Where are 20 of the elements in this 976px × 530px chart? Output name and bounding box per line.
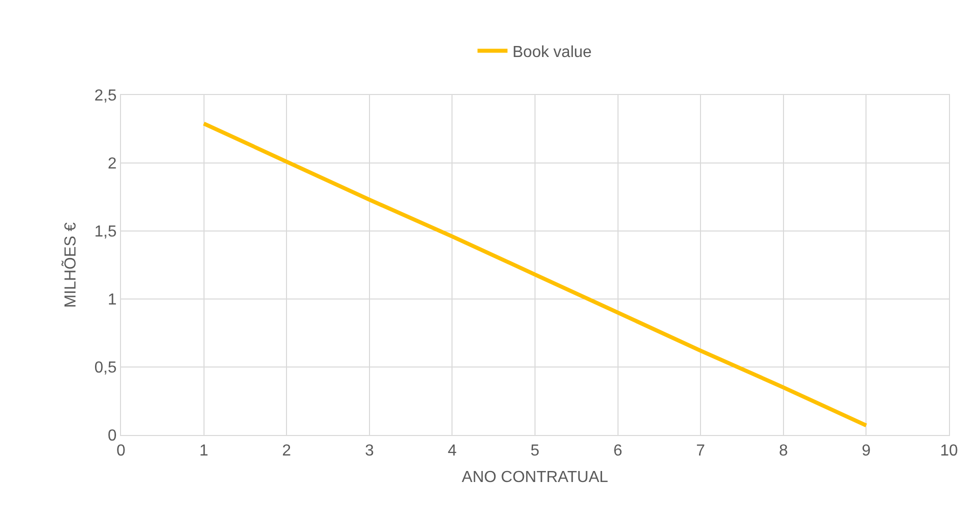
legend-label: Book value: [512, 44, 592, 61]
y-axis-title: MILHÕES €: [60, 222, 80, 308]
x-tick-label: 8: [778, 442, 788, 460]
y-tick-label: 1: [108, 292, 117, 309]
y-tick-label: 0: [108, 428, 117, 445]
x-axis-title: ANO CONTRATUAL: [462, 469, 608, 486]
x-tick-label: 6: [613, 442, 622, 460]
x-tick-label: 4: [448, 442, 457, 460]
y-tick-label: 2,5: [94, 88, 117, 105]
x-tick-label: 9: [862, 442, 871, 460]
x-tick-label: 5: [530, 442, 540, 460]
y-tick-label: 1,5: [94, 224, 117, 241]
y-tick-label: 2: [108, 156, 117, 173]
x-tick-label: 3: [364, 442, 374, 460]
y-tick-label: 0,5: [94, 360, 117, 377]
x-tick-label: 10: [940, 442, 958, 460]
x-tick-label: 1: [199, 442, 208, 460]
line-series: [202, 122, 868, 428]
x-tick-label: 2: [282, 442, 292, 460]
x-tick-label: 7: [696, 442, 706, 460]
